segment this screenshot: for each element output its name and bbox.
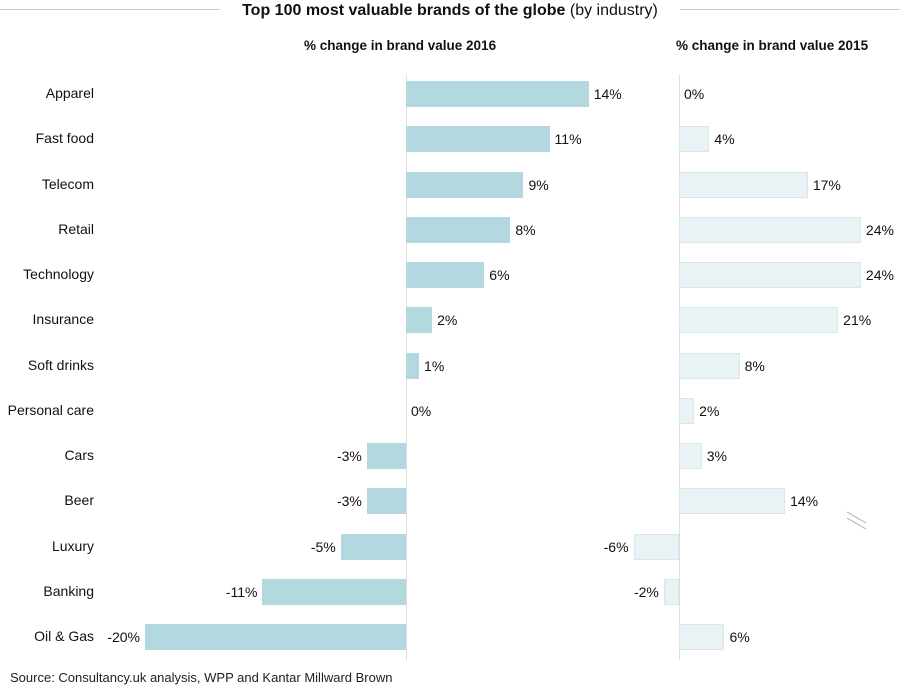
bar-2015 — [679, 624, 725, 650]
category-label: Apparel — [45, 85, 94, 101]
bar-2015 — [679, 443, 702, 469]
bar-2016 — [406, 126, 550, 153]
bar-2016 — [406, 352, 420, 379]
bar-2015 — [679, 171, 808, 198]
category-label: Soft drinks — [27, 356, 94, 373]
data-label: 8% — [515, 221, 536, 238]
category-label: Cars — [64, 447, 94, 463]
category-label: Luxury — [51, 537, 94, 554]
data-label: -11% — [225, 583, 258, 600]
bar-2015 — [679, 216, 861, 243]
data-label: -3% — [336, 448, 362, 464]
bar-2016 — [366, 488, 406, 515]
data-label: 17% — [812, 176, 841, 193]
bar-2015 — [679, 126, 710, 153]
data-label: 11% — [554, 131, 582, 148]
bar-2016 — [262, 578, 406, 605]
bar-2016 — [340, 533, 406, 560]
data-label: 8% — [744, 357, 765, 374]
category-label: Retail — [58, 220, 94, 237]
data-label: -3% — [336, 493, 362, 510]
bar-2015 — [679, 262, 861, 288]
data-label: 14% — [790, 493, 819, 510]
bar-2015 — [679, 307, 839, 334]
data-label: 6% — [729, 629, 750, 645]
bar-2015 — [679, 397, 695, 424]
data-label: 1% — [424, 357, 445, 374]
data-label: -6% — [603, 538, 629, 555]
source-note: Source: Consultancy.uk analysis, WPP and… — [10, 670, 393, 685]
category-label: Banking — [43, 582, 94, 599]
data-label: -5% — [310, 538, 336, 555]
bar-2016 — [145, 624, 406, 650]
bar-2016 — [406, 171, 524, 198]
subtitle-2016: % change in brand value 2016 — [304, 38, 497, 53]
title-rule-left — [0, 9, 220, 10]
data-label: -2% — [633, 583, 659, 600]
category-label: Beer — [64, 492, 94, 509]
category-label: Oil & Gas — [34, 628, 94, 644]
data-label: 0% — [411, 402, 432, 419]
data-label: -20% — [107, 629, 140, 645]
category-label: Fast food — [35, 130, 94, 147]
category-label: Insurance — [32, 311, 94, 328]
category-label: Telecom — [41, 175, 94, 192]
chart-title: Top 100 most valuable brands of the glob… — [242, 2, 658, 19]
bar-2016 — [406, 81, 589, 107]
data-label: 4% — [714, 131, 735, 148]
data-label: 0% — [684, 86, 705, 102]
data-label: 3% — [706, 448, 727, 464]
title-rule-right — [680, 9, 900, 10]
bar-2015 — [663, 578, 679, 605]
data-label: 24% — [865, 267, 894, 283]
bar-2015 — [633, 533, 679, 560]
bar-2016 — [406, 216, 511, 243]
data-label: 6% — [489, 267, 510, 283]
axis-break-icon — [846, 511, 867, 530]
data-label: 9% — [528, 176, 549, 193]
bar-2015 — [679, 352, 740, 379]
bar-2016 — [406, 262, 485, 288]
bar-2015 — [679, 488, 786, 515]
bar-2016 — [406, 307, 433, 334]
bar-2016 — [366, 443, 406, 469]
data-label: 14% — [593, 86, 622, 102]
data-label: 2% — [699, 402, 720, 419]
data-label: 21% — [843, 312, 872, 329]
data-label: 2% — [437, 312, 458, 329]
subtitle-2015: % change in brand value 2015 — [676, 38, 869, 53]
category-label: Personal care — [7, 401, 94, 418]
category-label: Technology — [23, 266, 94, 282]
data-label: 24% — [865, 221, 894, 238]
